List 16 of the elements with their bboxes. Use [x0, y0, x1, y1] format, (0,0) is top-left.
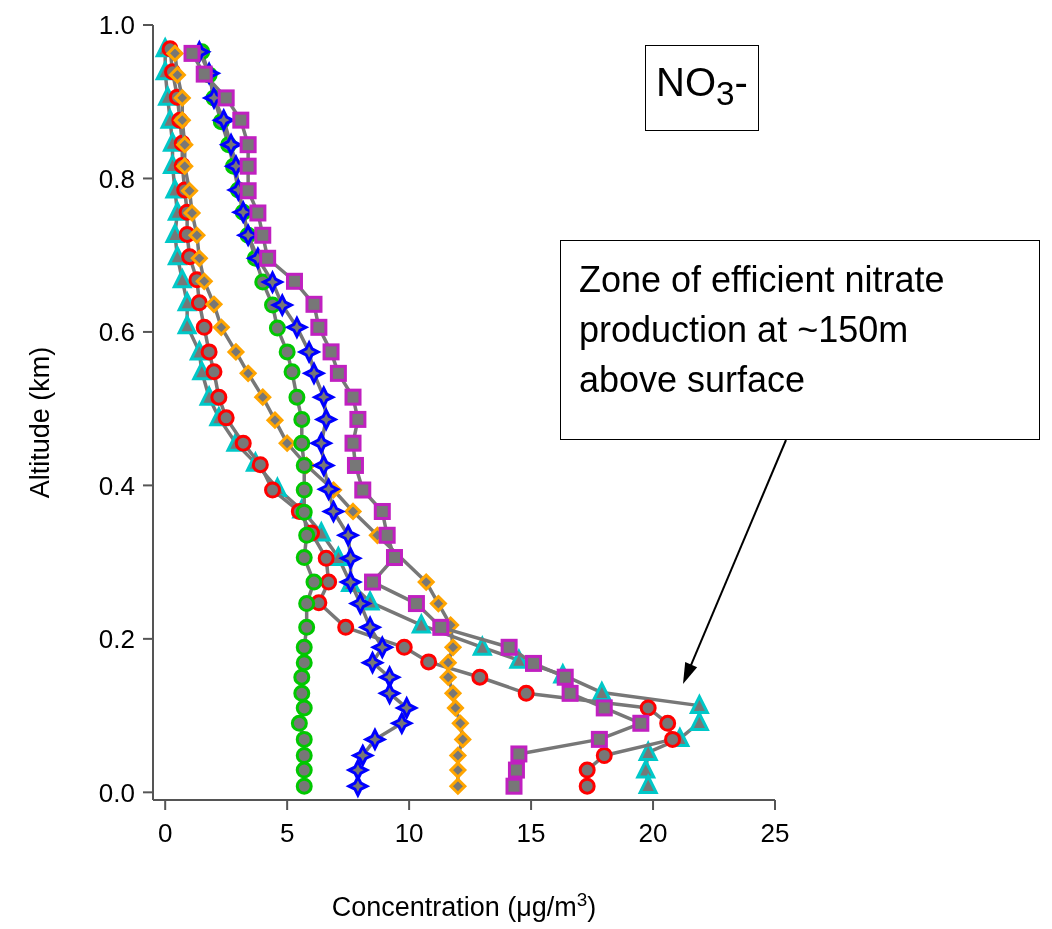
annotation: NO$_{3}$- [645, 45, 759, 131]
y-tick-label: 0.4 [98, 470, 135, 501]
x-tick-label: 5 [279, 818, 295, 849]
y-axis-title: Altitude (km) [25, 346, 56, 499]
annotation: Zone of efficient nitrate production at ~150m above surface [560, 240, 1040, 440]
x-tick-label: 25 [760, 818, 790, 849]
y-tick-label: 0.6 [98, 317, 135, 348]
y-tick-label: 1.0 [98, 10, 135, 41]
y-tick-label: 0.0 [98, 777, 135, 808]
y-tick-label: 0.8 [98, 163, 135, 194]
x-tick-label: 10 [394, 818, 424, 849]
x-axis-title: Concentration (μg/m$^{3}$) [331, 888, 597, 922]
x-tick-label: 20 [638, 818, 668, 849]
x-tick-label: 15 [516, 818, 546, 849]
y-tick-label: 0.2 [98, 624, 135, 655]
x-tick-label: 0 [157, 818, 173, 849]
